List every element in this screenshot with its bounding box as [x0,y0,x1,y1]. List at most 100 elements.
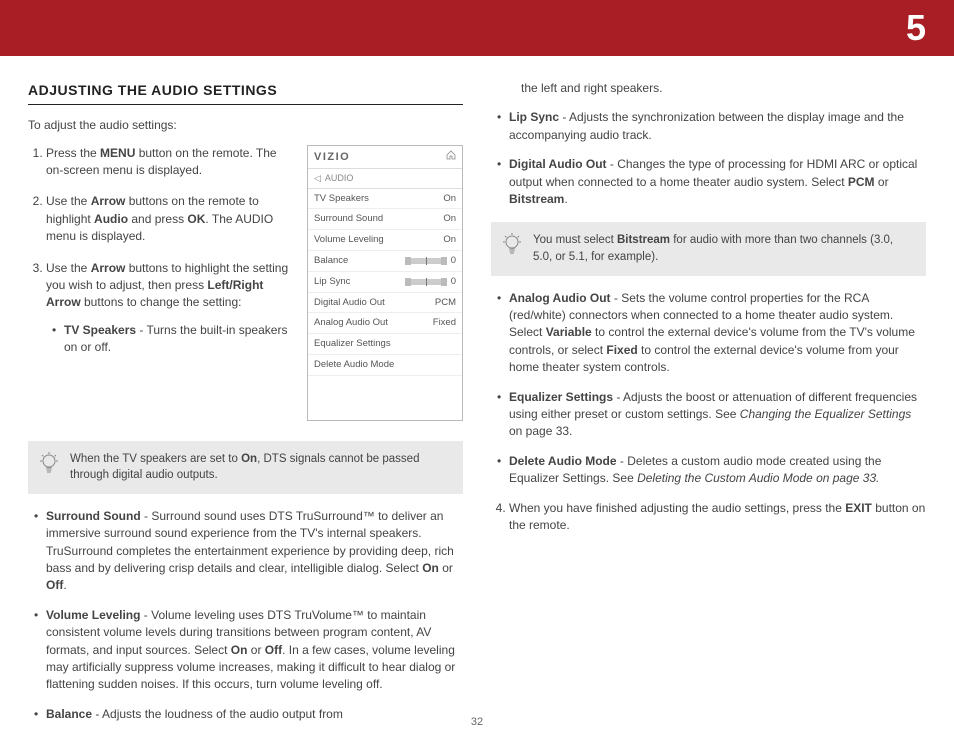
menu-row-deleteaudio: Delete Audio Mode [308,355,462,376]
bullet-tvspeakers: TV Speakers - Turns the built-in speaker… [64,322,463,357]
t: When you have finished adjusting the aud… [509,501,845,515]
menu-row-tvspeakers: TV Speakers On [308,189,462,210]
chapter-number: 5 [906,7,926,49]
menu-row-digitalaudio: Digital Audio Out PCM [308,293,462,314]
t: Delete Audio Mode [509,454,617,468]
menu-row-lipsync: Lip Sync 0 [308,272,462,293]
t: Use the [46,194,91,208]
menu-label: Lip Sync [314,275,350,289]
t: Off [46,578,63,592]
t: Bitstream [509,192,564,206]
menu-value: On [443,212,456,226]
t: - Adjusts the loudness of the audio outp… [92,707,343,721]
t: MENU [100,146,135,160]
t: Balance [46,707,92,721]
t: Surround Sound [46,509,141,523]
step-4: When you have finished adjusting the aud… [509,500,926,535]
t: on page 33. [509,424,572,438]
t: Changing the Equalizer Settings [740,407,911,421]
t: Digital Audio Out [509,157,607,171]
t: Equalizer Settings [509,390,613,404]
note-text: You must select Bitstream for audio with… [533,232,914,265]
menu-value: On [443,233,456,247]
t: PCM [848,175,875,189]
slider-icon [405,258,447,264]
t: EXIT [845,501,872,515]
t: buttons to change the setting: [81,295,242,309]
bullet-lipsync: Lip Sync - Adjusts the synchronization b… [509,109,926,144]
t: On [422,561,439,575]
t: Volume Leveling [46,608,140,622]
bullet-deleteaudio: Delete Audio Mode - Deletes a custom aud… [509,453,926,488]
t: Lip Sync [509,110,559,124]
bullets-right-top: Lip Sync - Adjusts the synchronization b… [491,109,926,208]
t: TV Speakers [64,323,136,337]
t: OK [187,212,205,226]
menu-label: Surround Sound [314,212,383,226]
back-arrow-icon: ◁ [314,172,321,185]
t: Fixed [606,343,637,357]
t: . [564,192,567,206]
menu-row-surround: Surround Sound On [308,209,462,230]
audio-menu-mockup: VIZIO ◁ AUDIO TV Speakers On Surround Sou… [307,145,463,421]
t: Bitstream [617,234,670,246]
intro-text: To adjust the audio settings: [28,117,463,134]
t: On [231,643,248,657]
t: Deleting the Custom Audio Mode on page 3… [637,471,879,485]
menu-header: VIZIO [308,146,462,169]
t: Press the [46,146,100,160]
menu-value: PCM [435,296,456,310]
t: Analog Audio Out [509,291,611,305]
bullets-left: Surround Sound - Surround sound uses DTS… [28,508,463,723]
section-title: ADJUSTING THE AUDIO SETTINGS [28,80,463,105]
lightbulb-icon [38,451,60,484]
note-text: When the TV speakers are set to On, DTS … [70,451,451,484]
bullets-right-bottom: Analog Audio Out - Sets the volume contr… [491,290,926,488]
menu-label: TV Speakers [314,192,369,206]
menu-title: AUDIO [325,172,354,185]
menu-breadcrumb: ◁ AUDIO [308,169,462,189]
slider-icon [405,279,447,285]
bullet-analogaudio: Analog Audio Out - Sets the volume contr… [509,290,926,377]
t: On [241,453,257,465]
t: Audio [94,212,128,226]
t: Off [265,643,282,657]
t: or [875,175,889,189]
home-icon [446,150,456,165]
page-content: ADJUSTING THE AUDIO SETTINGS To adjust t… [0,56,954,735]
right-column: the left and right speakers. Lip Sync - … [491,80,926,735]
menu-row-volumeleveling: Volume Leveling On [308,230,462,251]
menu-value: 0 [451,254,456,268]
menu-spacer [308,376,462,420]
menu-label: Digital Audio Out [314,296,385,310]
t: Use the [46,261,91,275]
t: You must select [533,234,617,246]
left-column: ADJUSTING THE AUDIO SETTINGS To adjust t… [28,80,463,735]
menu-row-balance: Balance 0 [308,251,462,272]
t: - Adjusts the synchronization between th… [509,110,904,141]
t: Arrow [91,194,126,208]
note-tvspeakers: When the TV speakers are set to On, DTS … [28,441,463,494]
vizio-logo: VIZIO [314,150,350,166]
page-number: 32 [471,716,483,728]
menu-label: Delete Audio Mode [314,358,394,372]
menu-value: On [443,192,456,206]
menu-value: 0 [451,275,456,289]
t: Variable [546,325,592,339]
bullet-balance: Balance - Adjusts the loudness of the au… [46,706,463,723]
t: Arrow [91,261,126,275]
bullet-digitalaudio: Digital Audio Out - Changes the type of … [509,156,926,208]
t: or [439,561,453,575]
balance-cont: the left and right speakers. [491,80,926,97]
t: and press [128,212,187,226]
bullet-volumeleveling: Volume Leveling - Volume leveling uses D… [46,607,463,694]
t: or [247,643,264,657]
chapter-header: 5 [0,0,954,56]
t: . [63,578,66,592]
bullet-equalizer: Equalizer Settings - Adjusts the boost o… [509,389,926,441]
menu-label: Volume Leveling [314,233,384,247]
menu-label: Balance [314,254,348,268]
t: When the TV speakers are set to [70,453,241,465]
steps-cont: When you have finished adjusting the aud… [491,500,926,535]
note-bitstream: You must select Bitstream for audio with… [491,222,926,275]
